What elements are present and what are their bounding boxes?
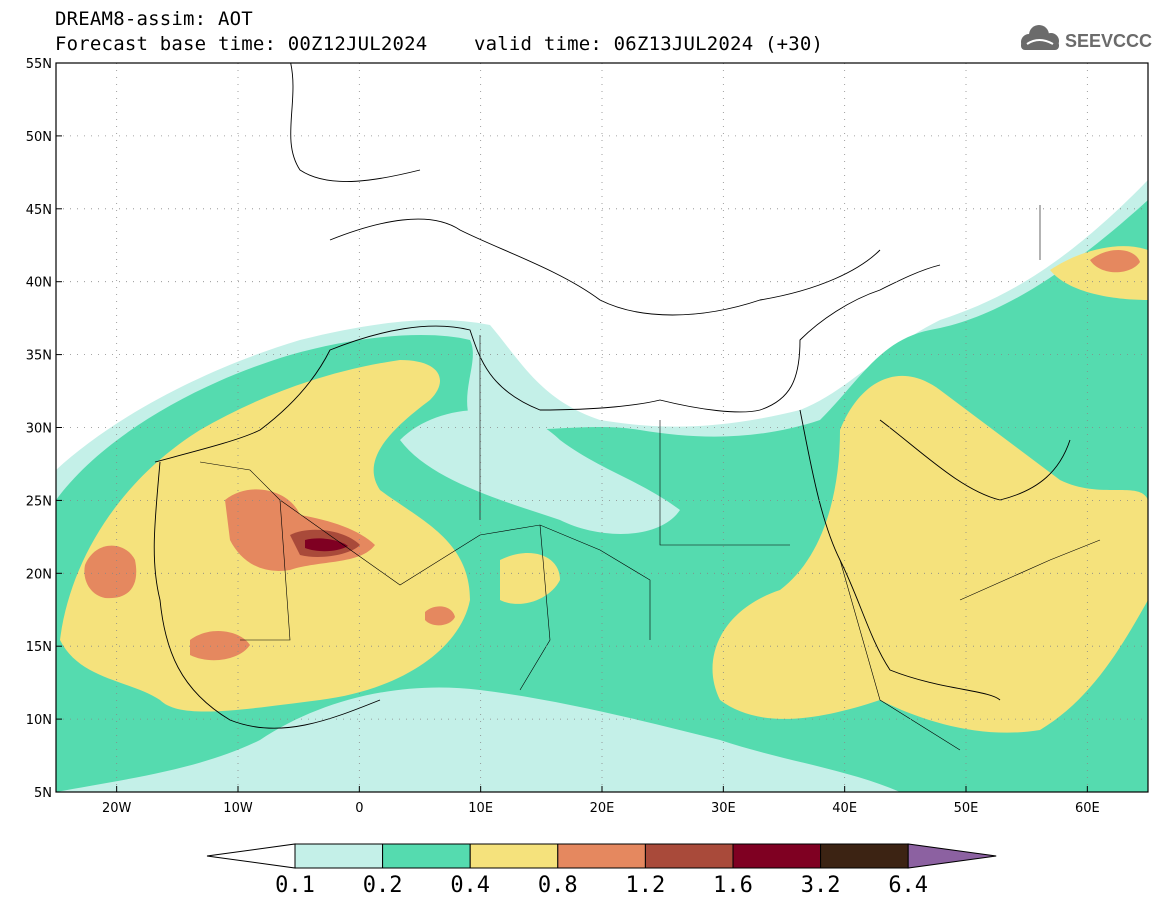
coastlines bbox=[153, 63, 1071, 729]
aot-band-0.8-e bbox=[1090, 250, 1140, 273]
x-tick-label: 10W bbox=[223, 801, 253, 816]
aot-band-0.8-b bbox=[84, 545, 137, 599]
cloud-icon bbox=[1021, 25, 1059, 50]
country-borders bbox=[199, 205, 1101, 751]
forecast-time-line: Forecast base time: 00Z12JUL2024 valid t… bbox=[55, 33, 824, 55]
y-tick-label: 35N bbox=[26, 349, 52, 364]
y-axis-ticks: 5N 10N 15N 20N 25N 30N 35N 40N 45N 50N 55N bbox=[26, 57, 62, 801]
graticule bbox=[56, 63, 1148, 792]
x-tick-label: 0 bbox=[355, 801, 363, 816]
y-tick-label: 5N bbox=[34, 786, 52, 801]
y-tick-label: 10N bbox=[26, 713, 52, 728]
x-tick-label: 50E bbox=[954, 801, 979, 816]
aot-band-1.6 bbox=[305, 538, 348, 552]
y-tick-label: 20N bbox=[26, 567, 52, 582]
logo-text: SEEVCCC bbox=[1065, 31, 1152, 51]
aot-band-0.8-d bbox=[425, 606, 455, 626]
y-tick-label: 50N bbox=[26, 130, 52, 145]
y-tick-label: 55N bbox=[26, 57, 52, 72]
seevccc-logo: SEEVCCC bbox=[1021, 25, 1152, 51]
map-title: DREAM8-assim: AOT bbox=[55, 8, 253, 30]
x-tick-label: 20W bbox=[102, 801, 132, 816]
aot-band-0.8-c bbox=[190, 630, 250, 661]
x-tick-label: 30E bbox=[711, 801, 736, 816]
y-tick-label: 45N bbox=[26, 203, 52, 218]
y-tick-label: 15N bbox=[26, 640, 52, 655]
x-tick-label: 40E bbox=[832, 801, 857, 816]
aot-low-patch bbox=[400, 410, 680, 534]
x-tick-label: 20E bbox=[590, 801, 615, 816]
aot-band-0.4-central bbox=[500, 552, 560, 604]
y-tick-label: 30N bbox=[26, 422, 52, 437]
y-tick-label: 25N bbox=[26, 494, 52, 509]
x-axis-ticks: 20W 10W 0 10E 20E 30E 40E 50E 60E bbox=[102, 786, 1100, 816]
x-tick-label: 10E bbox=[468, 801, 493, 816]
aot-field bbox=[56, 180, 1148, 792]
aot-band-0.4-arabia bbox=[712, 375, 1148, 733]
y-tick-label: 40N bbox=[26, 276, 52, 291]
x-tick-label: 60E bbox=[1075, 801, 1100, 816]
